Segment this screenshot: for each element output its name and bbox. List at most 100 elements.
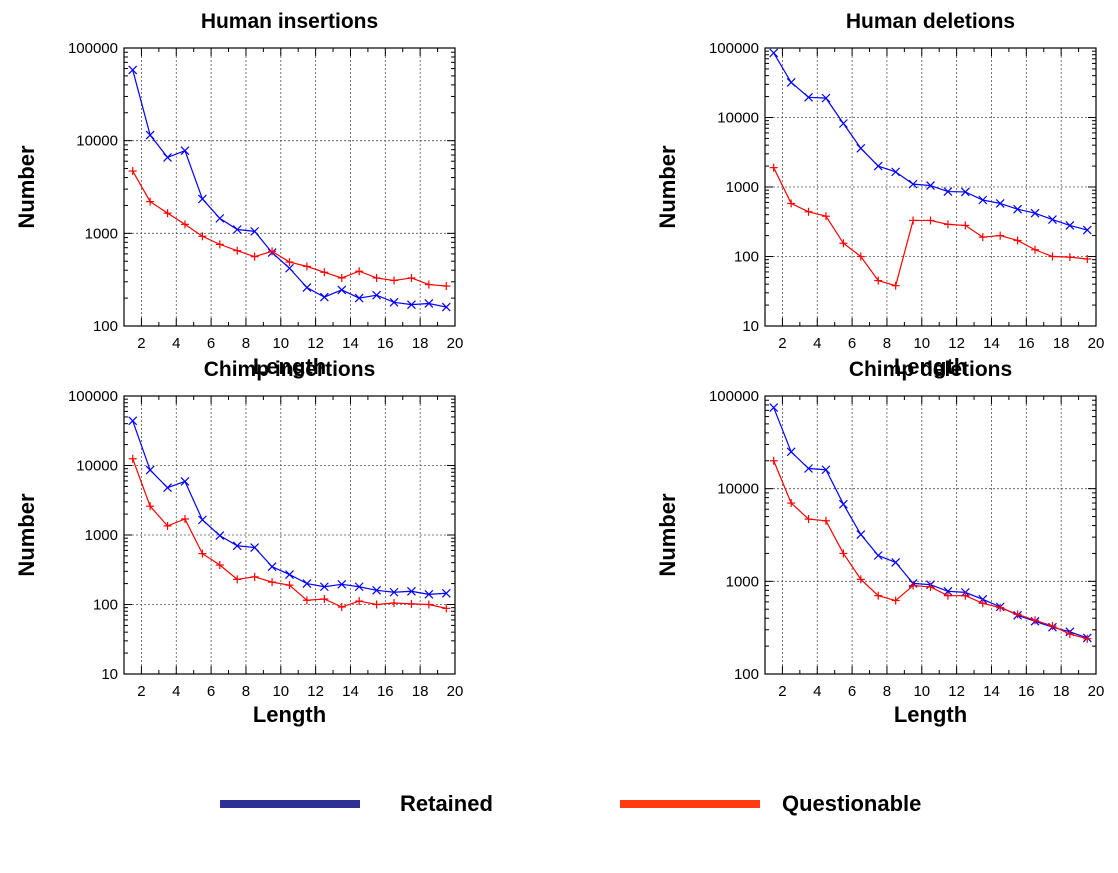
data-point-questionable xyxy=(1065,630,1074,639)
marker-stroke xyxy=(441,588,451,598)
marker-stroke xyxy=(319,582,329,592)
data-point-questionable xyxy=(355,267,364,276)
x-tick-label: 20 xyxy=(447,683,464,700)
data-point-retained xyxy=(821,93,831,103)
marker-stroke xyxy=(1030,208,1040,218)
data-point-questionable xyxy=(856,575,865,584)
data-point-retained xyxy=(354,582,364,592)
x-tick-label: 4 xyxy=(172,683,180,700)
x-tick-label: 6 xyxy=(207,335,215,352)
marker-stroke xyxy=(197,515,207,525)
x-tick-label: 20 xyxy=(1088,683,1105,700)
data-point-questionable xyxy=(372,273,381,282)
marker-stroke xyxy=(372,290,382,300)
data-point-retained xyxy=(302,283,312,292)
y-tick-label: 1000 xyxy=(85,225,118,242)
data-point-retained xyxy=(873,551,883,560)
data-point-questionable xyxy=(233,246,242,255)
marker-stroke xyxy=(197,194,207,204)
marker-stroke xyxy=(407,586,416,596)
data-point-retained xyxy=(319,292,329,302)
y-tick-label: 1000 xyxy=(726,179,759,196)
marker-stroke xyxy=(856,143,866,153)
x-tick-label: 14 xyxy=(983,335,1000,352)
data-point-questionable xyxy=(1013,236,1022,245)
data-point-retained xyxy=(891,557,901,567)
marker-stroke xyxy=(769,403,779,413)
marker-stroke xyxy=(163,483,172,493)
x-tick-label: 4 xyxy=(172,335,180,352)
marker-stroke xyxy=(891,557,901,567)
y-tick-label: 1000 xyxy=(85,527,118,544)
data-point-questionable xyxy=(233,575,242,584)
data-point-retained xyxy=(960,187,970,197)
marker-stroke xyxy=(389,297,399,307)
x-tick-label: 14 xyxy=(342,683,359,700)
x-tick-label: 16 xyxy=(377,335,394,352)
x-tick-label: 2 xyxy=(137,335,145,352)
legend: Retained Questionable xyxy=(220,791,921,816)
data-point-questionable xyxy=(804,515,813,524)
legend-label-questionable: Questionable xyxy=(782,791,921,816)
marker-stroke xyxy=(145,465,155,475)
data-point-questionable xyxy=(891,596,900,605)
y-tick-label: 100000 xyxy=(709,40,759,57)
data-point-retained xyxy=(407,586,416,596)
y-tick-label: 10 xyxy=(742,318,759,335)
marker-stroke xyxy=(821,93,831,103)
data-point-questionable xyxy=(268,247,277,256)
x-tick-label: 18 xyxy=(412,335,429,352)
marker-stroke xyxy=(856,530,866,539)
data-point-retained xyxy=(926,181,935,190)
y-axis-label: Number xyxy=(655,493,680,577)
y-tick-label: 100 xyxy=(734,666,759,683)
marker-stroke xyxy=(163,152,172,162)
data-point-retained xyxy=(1065,220,1075,230)
data-point-questionable xyxy=(302,262,311,271)
x-tick-label: 2 xyxy=(137,683,145,700)
x-tick-label: 12 xyxy=(307,335,324,352)
data-point-questionable xyxy=(978,599,987,608)
marker-stroke xyxy=(285,263,294,273)
x-axis-label: Length xyxy=(253,354,326,379)
y-axis-label: Number xyxy=(655,145,680,229)
marker-stroke xyxy=(891,167,901,177)
y-tick-label: 100000 xyxy=(709,388,759,405)
data-point-questionable xyxy=(128,167,137,176)
marker-stroke xyxy=(838,499,848,509)
data-point-questionable xyxy=(1031,616,1040,625)
x-tick-label: 10 xyxy=(272,683,289,700)
data-point-retained xyxy=(838,119,848,128)
x-tick-label: 8 xyxy=(883,335,891,352)
data-point-questionable xyxy=(943,220,952,229)
data-point-questionable xyxy=(372,600,381,609)
x-tick-label: 16 xyxy=(377,683,394,700)
marker-stroke xyxy=(926,181,935,190)
x-tick-label: 8 xyxy=(242,335,250,352)
data-point-retained xyxy=(995,199,1005,208)
data-point-questionable xyxy=(926,582,935,591)
data-point-questionable xyxy=(839,549,848,558)
data-point-retained xyxy=(215,531,225,541)
data-point-questionable xyxy=(821,516,830,525)
data-point-questionable xyxy=(1013,610,1022,619)
y-tick-label: 10 xyxy=(101,666,118,683)
data-point-questionable xyxy=(1048,252,1057,261)
data-point-retained xyxy=(786,447,796,457)
marker-stroke xyxy=(302,283,312,292)
data-point-retained xyxy=(128,416,138,426)
data-point-retained xyxy=(856,530,866,539)
data-point-retained xyxy=(128,65,138,75)
data-point-questionable xyxy=(996,231,1005,240)
x-axis-label: Length xyxy=(894,354,967,379)
data-point-questionable xyxy=(961,591,970,600)
data-point-questionable xyxy=(1065,253,1074,262)
marker-stroke xyxy=(232,541,242,551)
data-point-retained xyxy=(424,589,434,599)
chart-3: 100 1000 10000 100000 2 4 6 8 10 12 14 16 18 20 Chimp … xyxy=(655,358,1104,727)
data-point-retained xyxy=(232,225,242,234)
y-tick-label: 10000 xyxy=(717,481,759,498)
data-point-retained xyxy=(180,146,190,156)
x-tick-label: 16 xyxy=(1018,335,1035,352)
data-point-retained xyxy=(873,161,883,171)
